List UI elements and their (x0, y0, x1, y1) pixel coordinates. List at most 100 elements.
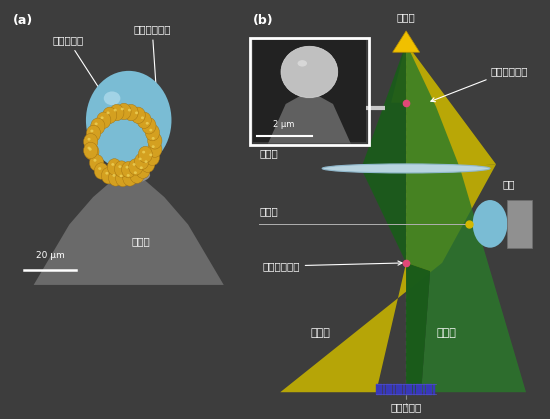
Ellipse shape (107, 111, 109, 114)
Polygon shape (391, 43, 406, 103)
Ellipse shape (119, 175, 123, 177)
Text: (b): (b) (253, 15, 274, 28)
Circle shape (86, 125, 101, 142)
Polygon shape (268, 96, 351, 143)
Ellipse shape (94, 159, 96, 162)
Ellipse shape (322, 164, 490, 173)
Polygon shape (280, 164, 496, 392)
Polygon shape (34, 175, 224, 285)
Circle shape (108, 170, 123, 186)
Circle shape (107, 159, 122, 175)
Text: 物体波: 物体波 (436, 328, 456, 338)
Ellipse shape (101, 116, 103, 119)
Circle shape (124, 104, 138, 121)
Text: バイプリズム: バイプリズム (431, 66, 527, 102)
Text: 試料: 試料 (502, 179, 515, 189)
Circle shape (131, 107, 145, 124)
Text: 20 μm: 20 μm (36, 251, 65, 260)
Ellipse shape (114, 109, 117, 111)
Circle shape (135, 153, 149, 170)
Ellipse shape (107, 167, 150, 184)
Ellipse shape (95, 122, 98, 125)
Polygon shape (393, 31, 420, 52)
Circle shape (136, 162, 150, 178)
Ellipse shape (146, 122, 149, 124)
Polygon shape (361, 168, 430, 392)
Circle shape (102, 107, 117, 124)
Ellipse shape (104, 91, 120, 105)
Circle shape (145, 124, 160, 141)
Ellipse shape (133, 163, 136, 166)
Ellipse shape (87, 147, 91, 149)
Text: レンズ: レンズ (259, 148, 278, 158)
Circle shape (122, 161, 136, 178)
Circle shape (142, 117, 156, 134)
Circle shape (137, 112, 151, 129)
Text: マスク: マスク (262, 45, 281, 55)
Circle shape (148, 141, 162, 157)
Text: 2 μm: 2 μm (273, 119, 294, 129)
Ellipse shape (87, 138, 91, 140)
Ellipse shape (89, 148, 92, 151)
Text: バイプリズム: バイプリズム (262, 261, 402, 271)
Ellipse shape (112, 174, 115, 177)
Circle shape (101, 168, 116, 184)
Circle shape (148, 132, 162, 149)
Circle shape (130, 167, 144, 184)
Ellipse shape (90, 129, 94, 132)
Text: トナー粒子: トナー粒子 (53, 36, 112, 109)
Circle shape (109, 104, 124, 121)
Text: 試料面: 試料面 (259, 207, 278, 217)
Polygon shape (406, 168, 526, 392)
FancyBboxPatch shape (507, 200, 532, 248)
Circle shape (145, 149, 160, 166)
Ellipse shape (145, 160, 147, 163)
Ellipse shape (125, 166, 129, 168)
Ellipse shape (298, 90, 321, 98)
Ellipse shape (140, 166, 143, 169)
Ellipse shape (135, 111, 138, 114)
Circle shape (129, 159, 143, 175)
Ellipse shape (152, 145, 155, 148)
Circle shape (84, 142, 98, 159)
Ellipse shape (142, 151, 145, 153)
Polygon shape (406, 263, 430, 392)
Text: 参照波: 参照波 (310, 328, 330, 338)
Ellipse shape (98, 167, 101, 170)
Circle shape (141, 156, 155, 172)
Text: (a): (a) (13, 15, 33, 28)
Circle shape (86, 71, 172, 170)
Circle shape (114, 161, 129, 177)
Circle shape (94, 163, 108, 179)
Text: 電子源: 電子源 (397, 12, 415, 22)
FancyBboxPatch shape (252, 40, 366, 142)
Circle shape (97, 112, 111, 129)
Circle shape (85, 144, 99, 160)
Ellipse shape (126, 174, 130, 177)
Text: キャリア粒子: キャリア粒子 (134, 24, 171, 100)
Polygon shape (361, 43, 406, 168)
Circle shape (91, 118, 105, 134)
Circle shape (472, 200, 508, 248)
Ellipse shape (105, 172, 108, 175)
Ellipse shape (111, 163, 114, 166)
Ellipse shape (139, 158, 142, 160)
Ellipse shape (149, 129, 152, 132)
Ellipse shape (121, 108, 124, 110)
Polygon shape (406, 43, 496, 168)
Text: ホログラム: ホログラム (390, 403, 422, 412)
Text: 試料台: 試料台 (131, 236, 150, 246)
Ellipse shape (134, 171, 137, 174)
Ellipse shape (149, 153, 152, 156)
Ellipse shape (128, 109, 131, 111)
Circle shape (138, 146, 152, 163)
Ellipse shape (118, 165, 122, 168)
Circle shape (281, 46, 338, 98)
Circle shape (84, 133, 98, 150)
Circle shape (90, 155, 104, 171)
Circle shape (123, 170, 137, 186)
Polygon shape (406, 43, 460, 168)
Circle shape (116, 170, 130, 187)
Ellipse shape (141, 116, 144, 119)
Ellipse shape (298, 60, 307, 67)
